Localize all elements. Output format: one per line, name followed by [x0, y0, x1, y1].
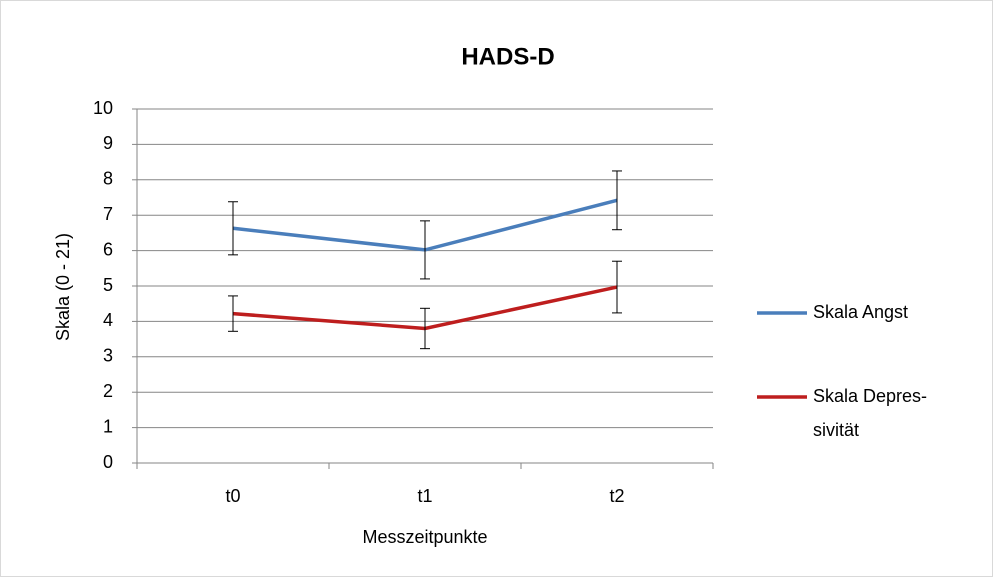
- y-tick-label: 4: [103, 310, 113, 330]
- y-tick-label: 5: [103, 275, 113, 295]
- y-tick-label: 0: [103, 452, 113, 472]
- x-tick-label: t0: [225, 486, 240, 506]
- error-bar: [612, 260, 622, 314]
- y-tick-label: 1: [103, 416, 113, 436]
- y-tick-label: 10: [93, 98, 113, 118]
- y-tick-label: 8: [103, 169, 113, 189]
- y-tick-label: 7: [103, 204, 113, 224]
- y-tick-label: 9: [103, 133, 113, 153]
- error-bar: [228, 295, 238, 332]
- y-tick-label: 6: [103, 239, 113, 259]
- error-bar: [228, 201, 238, 256]
- x-axis-label: Messzeitpunkte: [362, 527, 487, 547]
- chart-title: HADS-D: [461, 43, 554, 70]
- y-tick-label: 3: [103, 346, 113, 366]
- x-tick-label: t2: [609, 486, 624, 506]
- legend-label: Skala Depres-sivität: [813, 386, 927, 440]
- y-axis-label: Skala (0 - 21): [53, 233, 73, 341]
- y-tick-label: 2: [103, 381, 113, 401]
- error-bar: [420, 220, 430, 280]
- error-bar: [612, 170, 622, 231]
- x-tick-label: t1: [417, 486, 432, 506]
- error-bar: [420, 307, 430, 350]
- legend-label: Skala Angst: [813, 302, 908, 322]
